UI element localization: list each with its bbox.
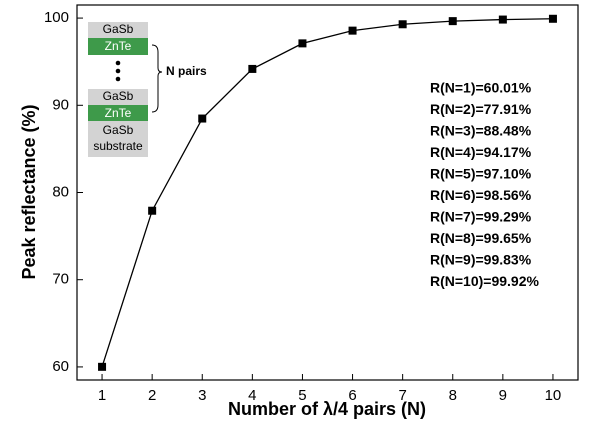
data-point (148, 206, 157, 215)
x-tick-label: 4 (248, 387, 256, 404)
data-point (548, 14, 557, 23)
layer (88, 38, 148, 55)
data-point (398, 20, 407, 29)
data-point (498, 15, 507, 24)
x-tick-label: 3 (198, 387, 206, 404)
dot (115, 60, 121, 66)
y-tick-label: 60 (52, 358, 69, 375)
annotation: R(N=9)=99.83% (430, 252, 532, 268)
annotation: R(N=6)=98.56% (430, 187, 532, 203)
layer (88, 22, 148, 38)
data-point (448, 17, 457, 26)
y-tick-label: 90 (52, 96, 69, 113)
x-tick-label: 2 (148, 387, 156, 404)
y-tick-label: 80 (52, 183, 69, 200)
inset: GaSb ZnTe GaSb ZnTe GaSb substrate N pai… (88, 22, 207, 157)
layer-label: GaSb (103, 123, 134, 137)
layer-label: ZnTe (105, 39, 132, 53)
annotation: R(N=7)=99.29% (430, 209, 532, 225)
data-point (198, 114, 207, 123)
x-tick-label: 10 (545, 387, 562, 404)
annotation: R(N=3)=88.48% (430, 123, 532, 139)
x-tick-label: 7 (398, 387, 406, 404)
layer-label: GaSb (103, 89, 134, 103)
y-tick-label: 70 (52, 271, 69, 288)
annotation: R(N=5)=97.10% (430, 166, 532, 182)
data-point (348, 26, 357, 35)
layer-label: substrate (93, 139, 143, 153)
y-tick-label: 100 (44, 9, 69, 26)
annotation: R(N=8)=99.65% (430, 230, 532, 246)
x-tick-label: 5 (298, 387, 306, 404)
annotation: R(N=10)=99.92% (430, 273, 540, 289)
x-tick-label: 6 (348, 387, 356, 404)
data-point (248, 64, 257, 73)
bracket-label: N pairs (166, 64, 207, 78)
x-tick-label: 8 (449, 387, 457, 404)
data-line (101, 18, 553, 368)
annotation: R(N=2)=77.91% (430, 101, 532, 117)
substrate (88, 121, 148, 157)
dot (115, 76, 121, 82)
annotation: R(N=1)=60.01% (430, 80, 532, 96)
layer (88, 105, 148, 121)
bracket (151, 44, 163, 113)
data-point (98, 362, 107, 371)
data-point (298, 39, 307, 48)
layer-label: ZnTe (105, 106, 132, 120)
x-tick-label: 1 (98, 387, 106, 404)
x-axis-label: Number of λ/4 pairs (N) (228, 399, 426, 419)
y-axis-label: Peak reflectance (%) (19, 104, 39, 279)
annotation: R(N=4)=94.17% (430, 144, 532, 160)
dot (115, 68, 121, 74)
layer-label: GaSb (103, 22, 134, 36)
x-tick-label: 9 (499, 387, 507, 404)
layer (88, 89, 148, 105)
